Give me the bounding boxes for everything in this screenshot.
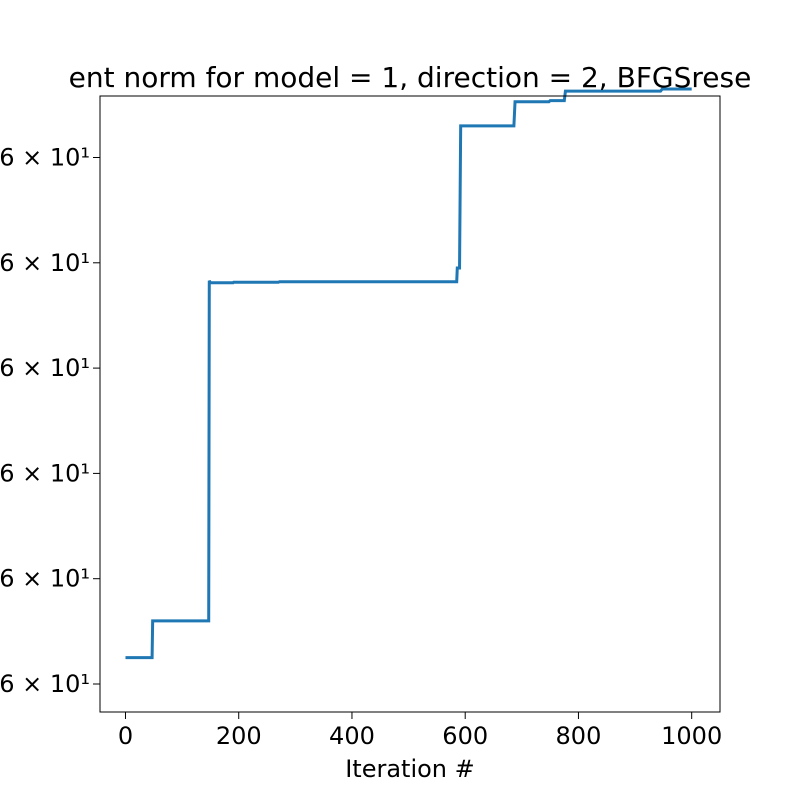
series-line-0 [125,87,692,660]
plot-frame [99,95,721,713]
chart-title: ent norm for model = 1, direction = 2, B… [69,61,752,94]
x-tick-label: 1000 [661,722,722,750]
y-tick-label: 6 × 10¹ [0,249,90,277]
y-tick-label: 6 × 10¹ [0,565,90,593]
y-tick-label: 6 × 10¹ [0,459,90,487]
y-tick-label: 6 × 10¹ [0,144,90,172]
x-axis-label: Iteration # [345,755,475,783]
x-tick-label: 600 [442,722,488,750]
x-tick-label: 400 [329,722,375,750]
y-tick-label: 6 × 10¹ [0,354,90,382]
y-tick-label: 6 × 10¹ [0,670,90,698]
x-tick-label: 0 [118,722,133,750]
plot-area [100,96,720,712]
x-tick-label: 800 [556,722,602,750]
x-tick-label: 200 [216,722,262,750]
